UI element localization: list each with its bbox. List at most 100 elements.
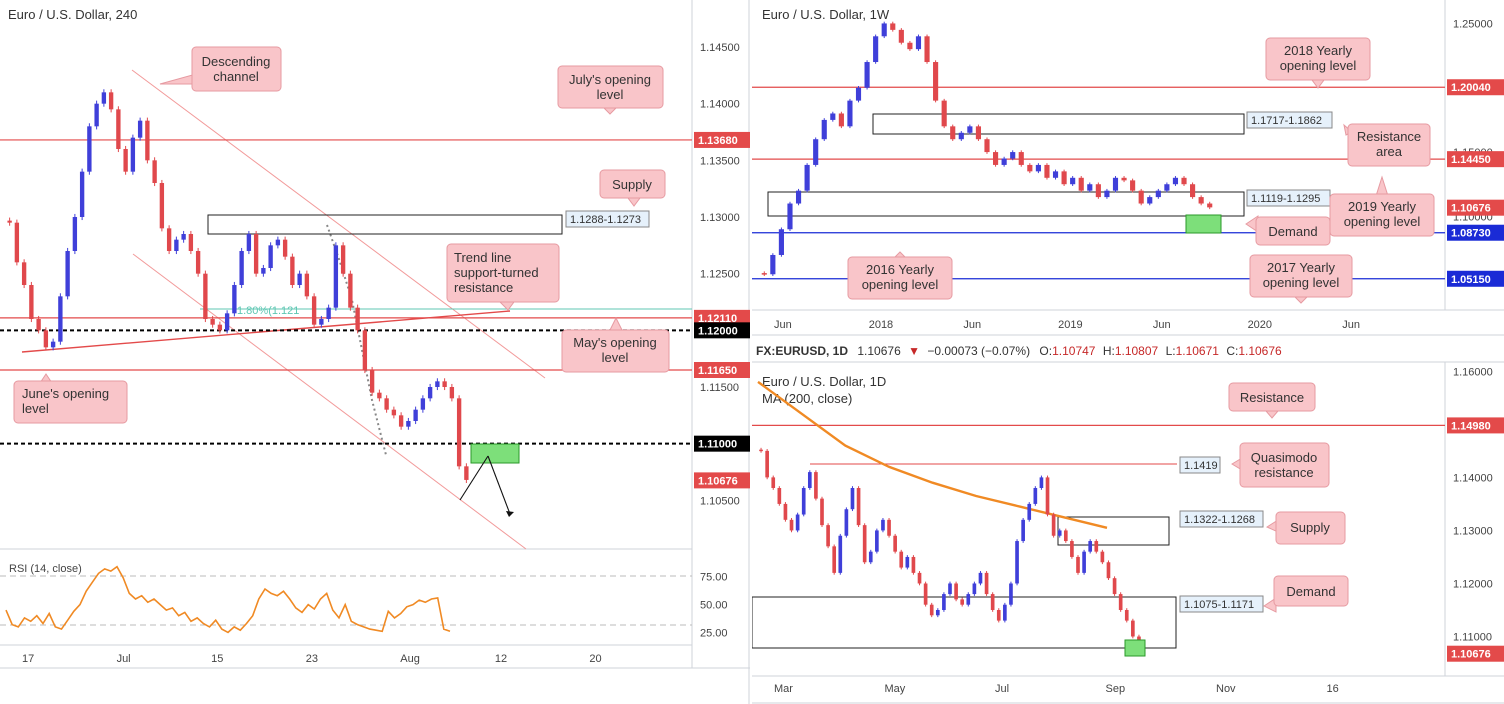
candle-body <box>123 149 128 172</box>
svg-text:2019 Yearly: 2019 Yearly <box>1348 199 1416 214</box>
x-tick-label: 2018 <box>869 319 893 331</box>
svg-text:Demand: Demand <box>1286 584 1335 599</box>
candle-body <box>101 92 107 104</box>
candle-body <box>990 594 995 610</box>
callout-supply-4h: Supply <box>599 169 666 207</box>
candle-body <box>326 307 331 319</box>
candle-body <box>1190 184 1196 198</box>
callout-2018-yearly: 2018 Yearly opening level <box>1265 37 1371 89</box>
candle-body <box>1078 177 1084 191</box>
price-tag <box>694 362 750 378</box>
candle-body <box>130 137 136 172</box>
svg-text:Supply: Supply <box>612 177 652 192</box>
x-tick-label: Jul <box>995 683 1009 695</box>
price-tags-daily: 1.14980 1.10676 <box>1447 417 1504 662</box>
demand-zone-daily <box>752 596 1177 649</box>
candle-body <box>1124 610 1129 621</box>
candle-body <box>362 330 368 370</box>
candle-body <box>881 519 885 531</box>
candle-body <box>821 119 827 140</box>
candle-body <box>1104 190 1110 198</box>
candle-body <box>838 535 843 573</box>
price-tag-text: 1.14450 <box>1451 154 1491 166</box>
candle-body <box>268 245 273 268</box>
candle-body <box>261 268 266 274</box>
candle-body <box>1082 551 1086 573</box>
candle-body <box>369 370 375 393</box>
svg-text:Resistance: Resistance <box>1240 390 1304 405</box>
candle-body <box>765 450 769 478</box>
y-tick-label: 1.13000 <box>1453 525 1493 537</box>
candle-body <box>984 572 989 595</box>
ohlc-low: 1.10671 <box>1176 344 1220 358</box>
candle-body <box>770 254 776 275</box>
rsi-tick-label: 75.00 <box>700 572 728 584</box>
candle-body <box>1147 197 1153 204</box>
price-tag-text: 1.12110 <box>698 313 737 325</box>
candle-body <box>899 551 904 568</box>
candle-body <box>340 245 346 274</box>
svg-text:level: level <box>22 401 49 416</box>
candle-body <box>778 229 784 255</box>
candle-body <box>862 525 867 563</box>
demand-zone-label: 1.1119-1.1295 <box>1251 193 1320 205</box>
candle-body <box>377 392 382 399</box>
candle-body <box>384 398 389 410</box>
svg-text:2018 Yearly: 2018 Yearly <box>1284 43 1352 58</box>
price-change: −0.00073 (−0.07%) <box>927 344 1030 358</box>
candle-body <box>1039 477 1044 488</box>
callout-quasimodo: Quasimodo resistance <box>1231 442 1330 488</box>
price-tag-text: 1.11000 <box>698 439 737 451</box>
svg-text:2016 Yearly: 2016 Yearly <box>866 262 934 277</box>
callout-descending-channel: Descending channel <box>159 46 282 92</box>
candle-body <box>933 62 939 101</box>
candle-body <box>1088 541 1093 552</box>
candle-body <box>893 535 897 552</box>
candle-body <box>954 583 958 600</box>
candle-body <box>311 296 317 325</box>
candle-body <box>978 572 983 584</box>
y-tick-label: 1.14000 <box>700 99 740 111</box>
svg-text:June's opening: June's opening <box>22 386 109 401</box>
price-tag <box>694 435 750 452</box>
chart-title-daily: Euro / U.S. Dollar, 1D <box>762 374 886 389</box>
candle-body <box>1070 541 1074 557</box>
candle-body <box>942 594 946 610</box>
candle-body <box>1061 171 1067 185</box>
candle-body <box>65 251 70 297</box>
x-tick-label: 20 <box>589 653 601 665</box>
x-axis-4h: 17 Jul 15 23 Aug 12 20 <box>22 653 602 665</box>
candle-body <box>996 610 1001 621</box>
candle-body <box>1010 152 1016 159</box>
price-tag <box>1447 79 1504 96</box>
candle-body <box>94 103 99 127</box>
supply-zone-4h <box>207 214 563 235</box>
x-axis-weekly: Jun 2018 Jun 2019 Jun 2020 Jun <box>774 319 1360 331</box>
candle-body <box>1033 488 1038 504</box>
candle-body <box>924 36 930 63</box>
candle-body <box>960 599 965 605</box>
candle-body <box>898 29 904 43</box>
candle-body <box>21 262 27 285</box>
candle-body <box>830 113 836 120</box>
price-tag-text: 1.10676 <box>698 475 738 487</box>
candle-body <box>873 36 879 63</box>
candle-body <box>43 330 49 348</box>
callout-2016-yearly: 2016 Yearly opening level <box>847 251 953 300</box>
svg-text:Resistance: Resistance <box>1357 129 1421 144</box>
svg-text:Demand: Demand <box>1268 224 1317 239</box>
svg-text:Trend line: Trend line <box>454 250 511 265</box>
projection-up-arrow <box>459 455 489 501</box>
candle-body <box>787 203 793 230</box>
chart-4h: Euro / U.S. Dollar, 240 1.14500 1.14000 1.… <box>0 0 750 704</box>
candle-body <box>224 313 230 331</box>
candle-body <box>761 273 767 275</box>
candle-body <box>967 126 973 133</box>
candle-body <box>420 398 426 410</box>
x-tick-label: 23 <box>306 653 318 665</box>
price-tag-text: 1.12000 <box>698 325 738 337</box>
candle-body <box>795 514 800 531</box>
candle-body <box>923 583 928 605</box>
candle-body <box>868 551 873 563</box>
